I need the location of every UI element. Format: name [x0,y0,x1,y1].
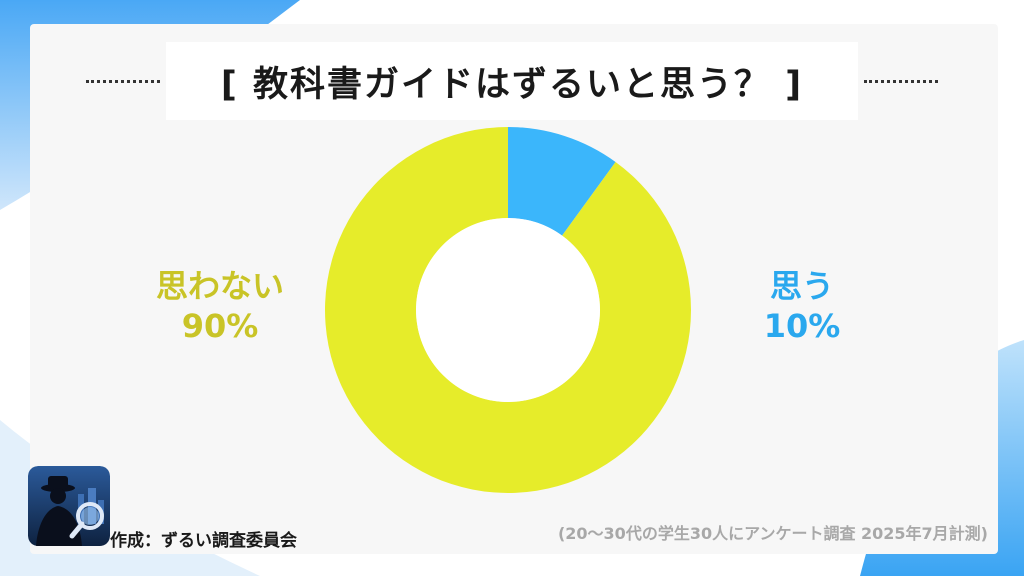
slice-label-no-name: 思わない [155,267,284,305]
title-dotted-rule-right [864,80,938,83]
slice-label-yes-value: 10% [763,307,841,345]
donut-hole [416,218,600,402]
survey-note: (20〜30代の学生30人にアンケート調査 2025年7月計測) [557,524,988,543]
slice-label-no-value: 90% [181,307,259,345]
slice-label-yes: 思う 10% [722,266,882,346]
title-dotted-rule-left [86,80,160,83]
credit-text: 作成：ずるい調査委員会 [110,531,297,551]
donut-slice-yes [508,127,616,236]
chart-title: [ 教科書ガイドはずるいと思う？ ] [220,64,804,105]
slice-label-no: 思わない 90% [140,266,300,346]
detective-magnifier-icon [28,466,110,546]
donut-slice-no [324,127,691,493]
title-box: [ 教科書ガイドはずるいと思う？ ] [166,42,858,120]
slice-label-yes-name: 思う [769,267,834,305]
